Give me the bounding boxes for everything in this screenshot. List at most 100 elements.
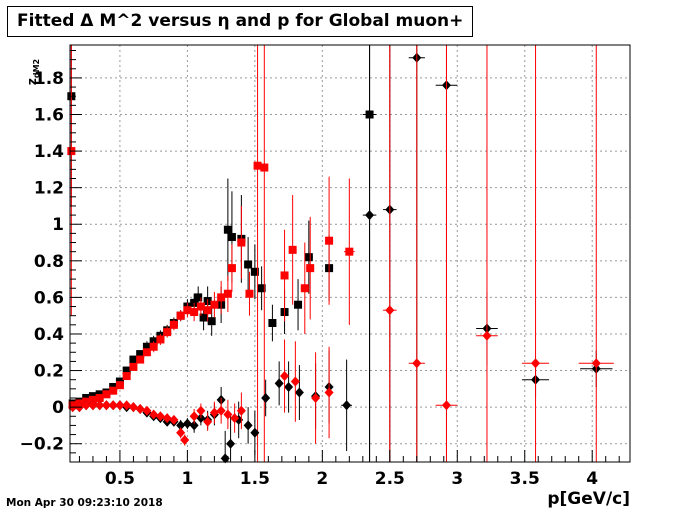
data-point-square xyxy=(207,317,216,326)
x-tick-label: 1 xyxy=(181,469,193,489)
data-point-square xyxy=(194,293,203,302)
data-point-square xyxy=(227,264,236,273)
plot-frame xyxy=(69,44,631,463)
y-tick-label: 1.6 xyxy=(34,106,64,126)
data-point-diamond xyxy=(209,407,219,418)
timestamp: Mon Apr 30 09:23:10 2018 xyxy=(6,497,163,509)
y-tick-label: 1.4 xyxy=(34,142,64,162)
data-point-diamond xyxy=(81,400,91,411)
data-point-square xyxy=(183,306,192,315)
data-point-square xyxy=(196,302,205,311)
data-point-square xyxy=(142,348,151,357)
y-tick-label: −0.2 xyxy=(20,435,64,455)
data-point-square xyxy=(244,260,253,269)
data-point-diamond xyxy=(95,400,105,411)
x-tick-label: 2 xyxy=(316,469,328,489)
y-axis-label: zdM2 xyxy=(10,50,54,94)
data-point-square xyxy=(300,284,309,293)
data-point-diamond xyxy=(226,438,236,449)
data-point-square xyxy=(345,247,354,256)
data-point-diamond xyxy=(531,358,541,369)
data-point-diamond xyxy=(169,414,179,425)
chart-title: Fitted Δ M^2 versus η and p for Global m… xyxy=(7,6,474,37)
data-point-square xyxy=(245,289,254,298)
data-point-square xyxy=(163,328,172,337)
y-tick-label: 0.8 xyxy=(34,252,64,272)
data-point-diamond xyxy=(365,210,375,221)
y-tick-label: 0.2 xyxy=(34,362,64,382)
data-point-square xyxy=(223,289,232,298)
data-point-square xyxy=(325,236,334,245)
data-point-diamond xyxy=(88,400,98,411)
y-tick-label: 0.6 xyxy=(34,288,64,308)
data-point-diamond xyxy=(280,371,290,382)
data-point-diamond xyxy=(122,400,132,411)
data-point-square xyxy=(294,300,303,309)
data-point-diamond xyxy=(203,416,213,427)
data-point-square xyxy=(156,335,165,344)
x-axis-label: p[GeV/c] xyxy=(547,489,630,509)
data-point-square xyxy=(260,163,269,172)
data-point-diamond xyxy=(236,405,246,416)
x-tick-label: 3 xyxy=(451,469,463,489)
data-point-diamond xyxy=(128,402,138,413)
data-point-diamond xyxy=(101,400,111,411)
data-point-diamond xyxy=(135,403,145,414)
data-point-square xyxy=(149,342,158,351)
data-point-square xyxy=(88,395,97,404)
y-axis-label-main: z xyxy=(25,78,39,86)
data-point-diamond xyxy=(189,411,199,422)
data-point-diamond xyxy=(342,400,352,411)
data-point-diamond xyxy=(250,427,260,438)
data-point-square xyxy=(253,161,262,170)
data-point-diamond xyxy=(243,420,253,431)
y-axis-label-sub: dM2 xyxy=(32,58,41,79)
data-point-diamond xyxy=(412,358,422,369)
data-point-square xyxy=(136,350,145,359)
x-tick-label: 0.5 xyxy=(105,469,135,489)
data-point-diamond xyxy=(261,392,271,403)
data-point-square xyxy=(109,386,118,395)
data-point-diamond xyxy=(482,330,492,341)
data-point-diamond xyxy=(223,409,233,420)
data-point-diamond xyxy=(591,358,601,369)
data-point-square xyxy=(203,306,212,315)
data-point-square xyxy=(115,381,124,390)
data-point-square xyxy=(129,355,138,364)
data-point-diamond xyxy=(274,378,284,389)
data-point-square xyxy=(102,390,111,399)
data-point-diamond xyxy=(108,400,118,411)
data-point-square xyxy=(306,264,315,273)
data-point-square xyxy=(227,233,236,242)
data-point-diamond xyxy=(189,420,199,431)
data-point-square xyxy=(122,366,131,375)
data-point-square xyxy=(210,300,219,309)
data-point-square xyxy=(304,253,313,262)
y-tick-label: 1.2 xyxy=(34,179,64,199)
data-point-square xyxy=(250,267,259,276)
data-point-diamond xyxy=(176,427,186,438)
y-tick-label: 0 xyxy=(52,398,64,418)
data-point-diamond xyxy=(149,409,159,420)
y-tick-label: 1 xyxy=(52,215,64,235)
y-tick-label: 0.4 xyxy=(34,325,64,345)
x-tick-label: 3.5 xyxy=(510,469,540,489)
data-point-diamond xyxy=(216,405,226,416)
data-point-square xyxy=(199,313,208,322)
data-point-diamond xyxy=(284,382,294,393)
data-point-square xyxy=(129,362,138,371)
y-tick-label: 1.8 xyxy=(34,69,64,89)
data-point-square xyxy=(136,355,145,364)
data-point-diamond xyxy=(142,405,152,416)
data-point-square xyxy=(268,319,277,327)
x-tick-label: 2.5 xyxy=(375,469,405,489)
data-point-diamond xyxy=(115,400,125,411)
data-point-diamond xyxy=(182,418,192,429)
data-point-diamond xyxy=(155,411,165,422)
data-point-square xyxy=(176,311,185,320)
data-point-diamond xyxy=(290,376,300,387)
data-point-square xyxy=(257,284,266,293)
data-point-diamond xyxy=(385,305,395,316)
data-point-diamond xyxy=(196,405,206,416)
